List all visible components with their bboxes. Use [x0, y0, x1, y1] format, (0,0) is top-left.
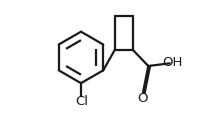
Text: Cl: Cl [75, 95, 88, 108]
Text: O: O [137, 92, 148, 105]
Text: OH: OH [163, 56, 183, 69]
